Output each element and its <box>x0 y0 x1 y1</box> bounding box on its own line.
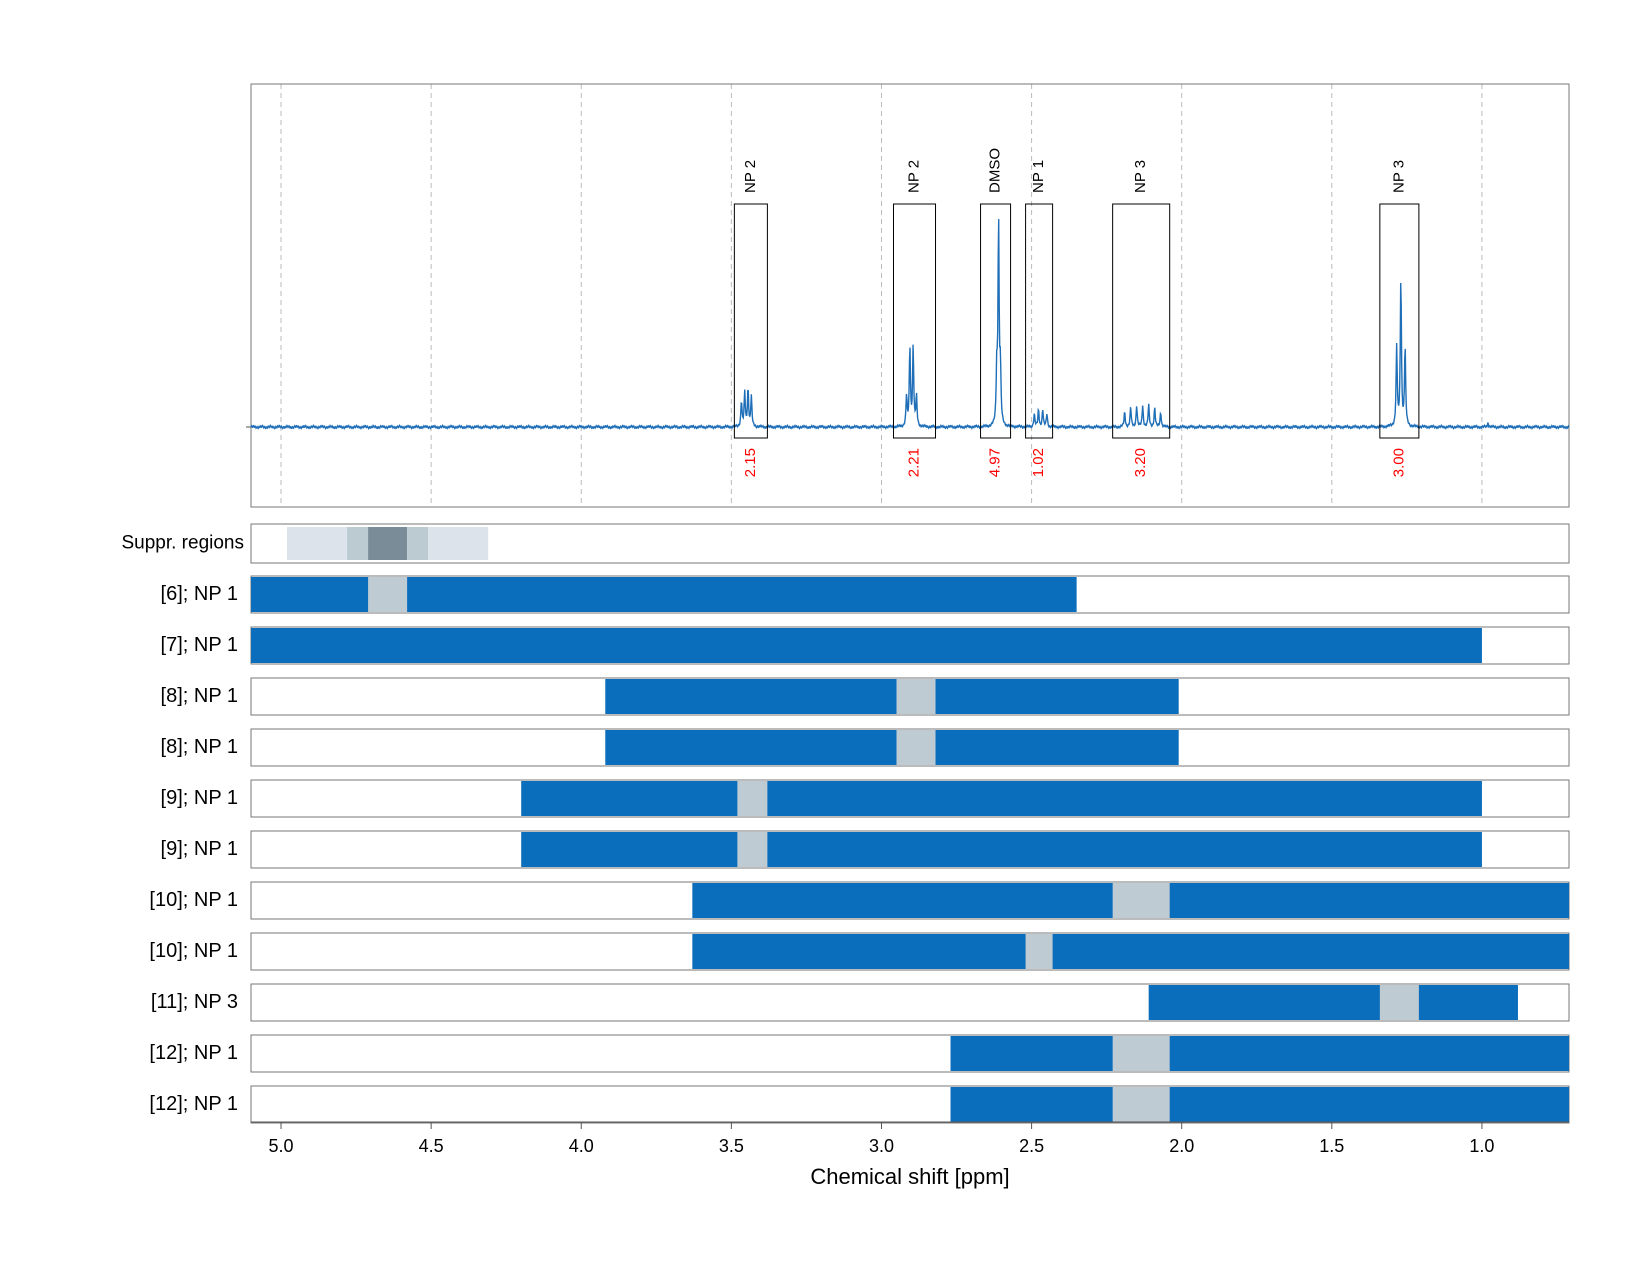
integral-value: 2.21 <box>905 448 922 477</box>
row-label: [10]; NP 1 <box>149 940 238 962</box>
row-bar <box>521 781 1482 816</box>
integral-value: 3.00 <box>1390 448 1407 477</box>
row-bar <box>692 934 1569 969</box>
row-label: [9]; NP 1 <box>161 787 238 809</box>
row-gap <box>1112 1087 1170 1122</box>
row-gap <box>737 781 768 816</box>
suppression-segment <box>428 527 489 560</box>
peak-region-box <box>1112 203 1171 439</box>
row-gap <box>1379 985 1419 1020</box>
row-gap <box>368 577 408 612</box>
x-tick-label: 1.0 <box>1469 1136 1494 1156</box>
integral-value: 2.15 <box>742 448 759 477</box>
peak-region-box <box>980 203 1012 439</box>
row-label: [10]; NP 1 <box>149 889 238 911</box>
row-bar <box>521 832 1482 867</box>
row-gap <box>896 730 936 765</box>
peak-region-box <box>733 203 768 439</box>
row-label: [7]; NP 1 <box>161 634 238 656</box>
peak-label: NP 1 <box>1030 160 1047 193</box>
x-tick-label: 3.5 <box>719 1136 744 1156</box>
row-label: [6]; NP 1 <box>161 583 238 605</box>
integral-value: 1.02 <box>1030 448 1047 477</box>
row-bar <box>605 730 1179 765</box>
row-gap <box>737 832 768 867</box>
peak-region-box <box>892 203 937 439</box>
peak-label: NP 2 <box>905 160 922 193</box>
row-label: [12]; NP 1 <box>149 1093 238 1115</box>
row-label: [9]; NP 1 <box>161 838 238 860</box>
x-tick-label: 1.5 <box>1319 1136 1344 1156</box>
row-label: [8]; NP 1 <box>161 685 238 707</box>
spectrum-line <box>250 219 1570 431</box>
x-tick-label: 2.5 <box>1019 1136 1044 1156</box>
row-label: Suppr. regions <box>121 533 244 554</box>
row-bar <box>950 1036 1569 1071</box>
x-axis-label: Chemical shift [ppm] <box>810 1164 1009 1189</box>
row-bar <box>605 679 1179 714</box>
row-gap <box>1112 1036 1170 1071</box>
suppression-segment <box>407 527 429 560</box>
spectrum-panel-frame <box>250 83 1570 508</box>
row-gap <box>896 679 936 714</box>
row-label: [12]; NP 1 <box>149 1042 238 1064</box>
row-bar <box>251 628 1482 663</box>
x-tick-label: 3.0 <box>869 1136 894 1156</box>
row-label: [8]; NP 1 <box>161 736 238 758</box>
peak-region-box <box>1025 203 1054 439</box>
integral-value: 4.97 <box>987 448 1004 477</box>
suppression-segment <box>287 527 348 560</box>
suppression-segment <box>368 527 408 560</box>
x-tick-label: 5.0 <box>269 1136 294 1156</box>
suppression-segment <box>347 527 369 560</box>
x-tick-label: 4.0 <box>569 1136 594 1156</box>
integral-value: 3.20 <box>1132 448 1149 477</box>
row-label: [11]; NP 3 <box>151 991 238 1013</box>
row-bar <box>1148 985 1518 1020</box>
peak-label: NP 3 <box>1390 160 1407 193</box>
peak-region-box <box>1379 203 1420 439</box>
row-gap <box>1112 883 1170 918</box>
x-tick-label: 4.5 <box>419 1136 444 1156</box>
row-bar <box>950 1087 1569 1122</box>
peak-label: NP 3 <box>1132 160 1149 193</box>
x-tick-label: 2.0 <box>1169 1136 1194 1156</box>
peak-label: DMSO <box>987 148 1004 193</box>
peak-label: NP 2 <box>742 160 759 193</box>
row-gap <box>1025 934 1053 969</box>
